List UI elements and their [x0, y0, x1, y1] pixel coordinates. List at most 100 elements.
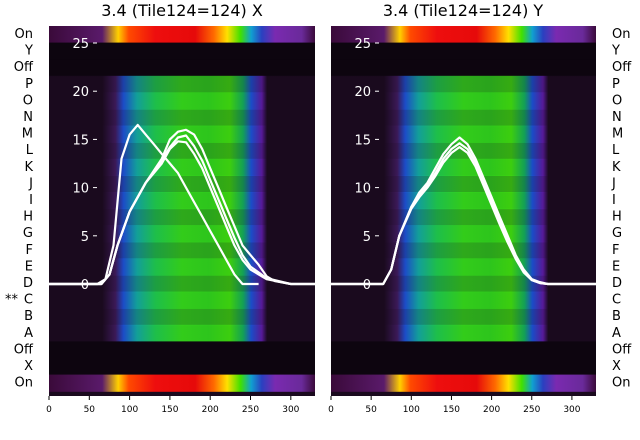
x-tick-label: 150: [161, 405, 178, 415]
row-label: On: [612, 27, 630, 42]
heatmap-row: [49, 374, 315, 392]
heatmap-row: [331, 75, 596, 93]
chart-title: 3.4 (Tile124=124) X: [101, 1, 263, 20]
inner-y-tick-label: 25: [354, 37, 371, 52]
row-label: M: [612, 127, 623, 142]
inner-y-tick-label: 10: [354, 182, 371, 197]
row-label: O: [612, 93, 622, 108]
x-tick-label: 300: [563, 405, 580, 415]
row-label: O: [23, 93, 33, 108]
row-label: P: [612, 77, 620, 92]
heatmap-row: [331, 109, 596, 127]
row-label: H: [23, 210, 33, 225]
heatmap-row: [331, 42, 596, 60]
row-label: K: [24, 160, 33, 175]
heatmap-row: [49, 26, 315, 44]
heatmap-row: [49, 341, 315, 359]
heatmap-row: [49, 125, 315, 143]
x-tick-label: 100: [403, 405, 420, 415]
heatmap-row: [49, 275, 315, 293]
heatmap-row: [49, 258, 315, 276]
x-tick-label: 250: [523, 405, 540, 415]
row-label: H: [612, 210, 622, 225]
inner-y-tick-label: 5: [363, 230, 371, 245]
heatmap-row: [49, 92, 315, 110]
heatmap-row: [331, 125, 596, 143]
row-label: E: [612, 259, 620, 274]
heatmap-row: [49, 358, 315, 376]
heatmap-row: [331, 341, 596, 359]
x-tick-label: 50: [84, 405, 96, 415]
inner-y-tick-label: 10: [72, 182, 89, 197]
row-label: I: [612, 193, 616, 208]
heatmap-row: [331, 308, 596, 326]
row-label: Off: [14, 60, 34, 75]
heatmap-row: [331, 192, 596, 210]
row-label: On: [15, 376, 33, 391]
heatmap-row: [331, 374, 596, 392]
inner-y-tick-label: 0: [81, 278, 89, 293]
heatmap-row: [49, 308, 315, 326]
heatmap-row: [49, 75, 315, 93]
row-label: K: [612, 160, 621, 175]
heatmap-row: [49, 109, 315, 127]
row-label: C: [24, 293, 33, 308]
row-label: G: [23, 226, 33, 241]
x-tick-label: 100: [121, 405, 138, 415]
row-label: E: [25, 259, 33, 274]
row-label: A: [24, 326, 33, 341]
x-tick-label: 150: [443, 405, 460, 415]
inner-y-tick-label: 15: [72, 133, 89, 148]
series-line: [49, 134, 315, 286]
row-label: A: [612, 326, 621, 341]
chart-panel: 0510152025OnYOffPONMLKJIHGFEDCBAOffXOn**…: [5, 1, 315, 415]
heatmap-row: [331, 208, 596, 226]
inner-y-tick-label: 20: [72, 85, 89, 100]
row-label: L: [26, 143, 34, 158]
row-label: N: [23, 110, 33, 125]
heatmap-row: [331, 291, 596, 309]
heatmap-row: [331, 59, 596, 77]
row-label: On: [612, 376, 630, 391]
row-label: X: [24, 359, 33, 374]
heatmap-row: [331, 358, 596, 376]
heatmap-row: [331, 92, 596, 110]
heatmap-row: [49, 59, 315, 77]
row-label: M: [22, 127, 33, 142]
inner-y-tick-label: 25: [72, 37, 89, 52]
row-label: X: [612, 359, 621, 374]
heatmap-row: [49, 208, 315, 226]
x-tick-label: 200: [483, 405, 500, 415]
row-label: Off: [612, 60, 632, 75]
inner-y-tick-label: 20: [354, 85, 371, 100]
row-label: J: [611, 176, 616, 191]
series-line: [331, 146, 596, 286]
heatmap-row: [49, 291, 315, 309]
row-label: D: [612, 276, 622, 291]
x-tick-label: 0: [46, 405, 52, 415]
row-label: Y: [24, 44, 33, 59]
heatmap-row: [49, 192, 315, 210]
row-label: B: [24, 309, 33, 324]
row-label: I: [29, 193, 33, 208]
x-tick-label: 50: [365, 405, 377, 415]
series-line: [49, 123, 259, 286]
heatmap-row: [331, 225, 596, 243]
x-tick-label: 0: [328, 405, 334, 415]
row-label: B: [612, 309, 621, 324]
row-label: Off: [14, 342, 34, 357]
row-label: On: [15, 27, 33, 42]
heatmap-row: [49, 158, 315, 176]
heatmap-row: [49, 324, 315, 342]
row-label: C: [612, 293, 621, 308]
row-label: N: [612, 110, 622, 125]
heatmap-row: [49, 142, 315, 160]
row-label: F: [26, 243, 33, 258]
x-tick-label: 200: [202, 405, 219, 415]
inner-y-tick-label: 0: [363, 278, 371, 293]
heatmap-row: [331, 258, 596, 276]
heatmap-row: [49, 42, 315, 60]
x-tick-label: 250: [242, 405, 259, 415]
row-label: G: [612, 226, 622, 241]
